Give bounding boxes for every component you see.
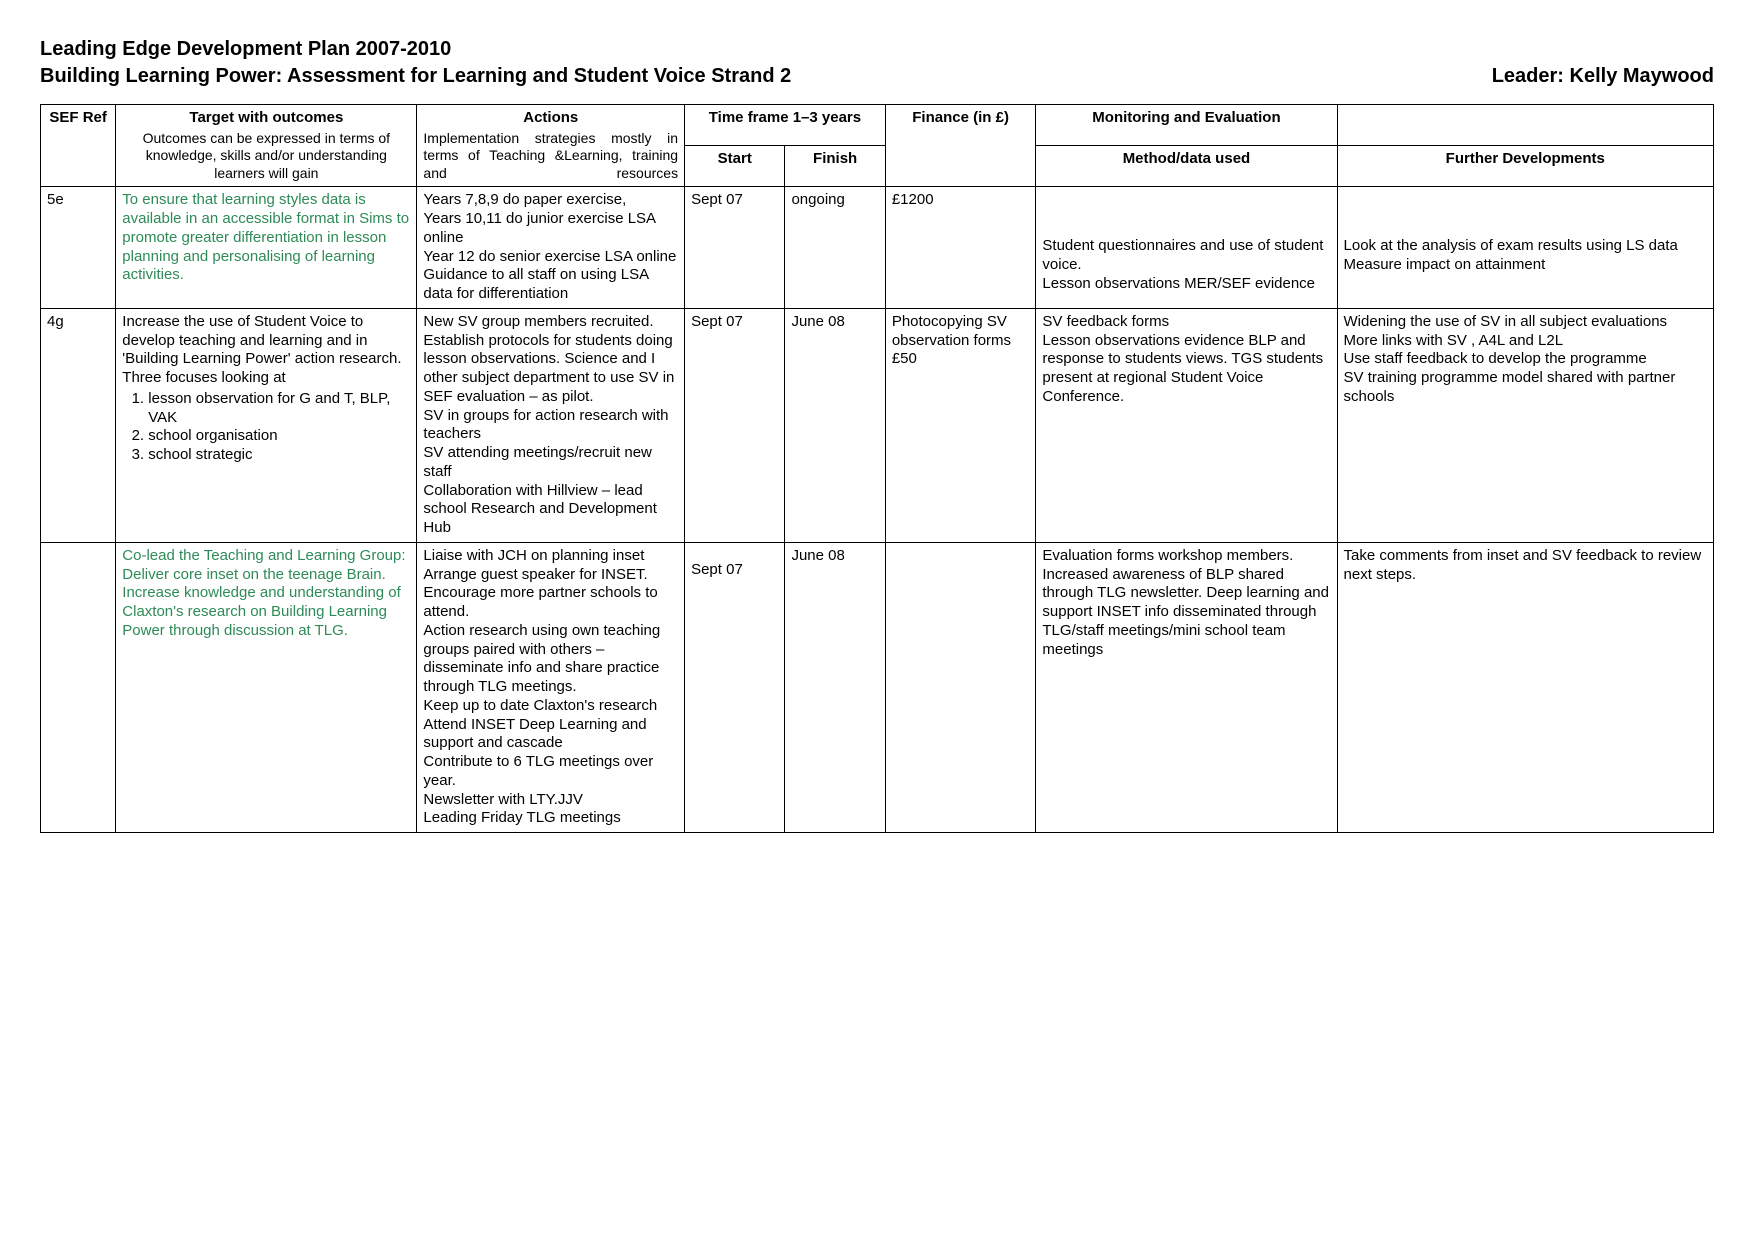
cell-finish: June 08: [785, 542, 885, 832]
document-header: Leading Edge Development Plan 2007-2010 …: [40, 36, 1714, 90]
col-monitoring: Monitoring and Evaluation: [1036, 105, 1337, 146]
col-actions-sub: Implementation strategies mostly in term…: [423, 130, 678, 183]
table-row: 4gIncrease the use of Student Voice to d…: [41, 308, 1714, 542]
cell-target: Co-lead the Teaching and Learning Group:…: [116, 542, 417, 832]
col-sef-ref: SEF Ref: [41, 105, 116, 187]
cell-finish: ongoing: [785, 187, 885, 309]
cell-finish: June 08: [785, 308, 885, 542]
col-blank-top: [1337, 105, 1713, 146]
title-line-1: Leading Edge Development Plan 2007-2010: [40, 36, 1714, 63]
col-start: Start: [685, 146, 785, 187]
table-header: SEF Ref Target with outcomes Outcomes ca…: [41, 105, 1714, 187]
cell-further: Look at the analysis of exam results usi…: [1337, 187, 1713, 309]
table-row: Co-lead the Teaching and Learning Group:…: [41, 542, 1714, 832]
cell-sef-ref: 5e: [41, 187, 116, 309]
cell-further: Take comments from inset and SV feedback…: [1337, 542, 1713, 832]
title-line-2: Building Learning Power: Assessment for …: [40, 63, 791, 90]
col-further: Further Developments: [1337, 146, 1713, 187]
target-text: Increase the use of Student Voice to dev…: [122, 313, 401, 386]
col-method: Method/data used: [1036, 146, 1337, 187]
col-target-sub: Outcomes can be expressed in terms of kn…: [122, 130, 410, 183]
cell-start: Sept 07: [685, 542, 785, 832]
target-list-item: school organisation: [148, 427, 410, 446]
col-finance: Finance (in £): [885, 105, 1036, 187]
target-list: lesson observation for G and T, BLP, VAK…: [122, 390, 410, 465]
cell-start: Sept 07: [685, 187, 785, 309]
cell-target: Increase the use of Student Voice to dev…: [116, 308, 417, 542]
col-actions: Actions Implementation strategies mostly…: [417, 105, 685, 187]
col-finish: Finish: [785, 146, 885, 187]
target-list-item: lesson observation for G and T, BLP, VAK: [148, 390, 410, 428]
table-row: 5eTo ensure that learning styles data is…: [41, 187, 1714, 309]
cell-sef-ref: 4g: [41, 308, 116, 542]
target-list-item: school strategic: [148, 446, 410, 465]
target-text: To ensure that learning styles data is a…: [122, 191, 409, 283]
col-target: Target with outcomes Outcomes can be exp…: [116, 105, 417, 187]
cell-finance: Photocopying SV observation forms£50: [885, 308, 1036, 542]
cell-actions: Years 7,8,9 do paper exercise,Years 10,1…: [417, 187, 685, 309]
cell-target: To ensure that learning styles data is a…: [116, 187, 417, 309]
col-actions-title: Actions: [523, 109, 578, 126]
cell-actions: Liaise with JCH on planning insetArrange…: [417, 542, 685, 832]
table-body: 5eTo ensure that learning styles data is…: [41, 187, 1714, 833]
col-target-title: Target with outcomes: [189, 109, 343, 126]
cell-method: Student questionnaires and use of studen…: [1036, 187, 1337, 309]
cell-start: Sept 07: [685, 308, 785, 542]
cell-actions: New SV group members recruited. Establis…: [417, 308, 685, 542]
target-text: Co-lead the Teaching and Learning Group:…: [122, 547, 405, 639]
cell-method: SV feedback formsLesson observations evi…: [1036, 308, 1337, 542]
leader-label: Leader: Kelly Maywood: [1492, 65, 1714, 88]
col-timeframe: Time frame 1–3 years: [685, 105, 886, 146]
cell-sef-ref: [41, 542, 116, 832]
cell-finance: £1200: [885, 187, 1036, 309]
cell-finance: [885, 542, 1036, 832]
development-plan-table: SEF Ref Target with outcomes Outcomes ca…: [40, 104, 1714, 833]
cell-further: Widening the use of SV in all subject ev…: [1337, 308, 1713, 542]
cell-method: Evaluation forms workshop members.Increa…: [1036, 542, 1337, 832]
